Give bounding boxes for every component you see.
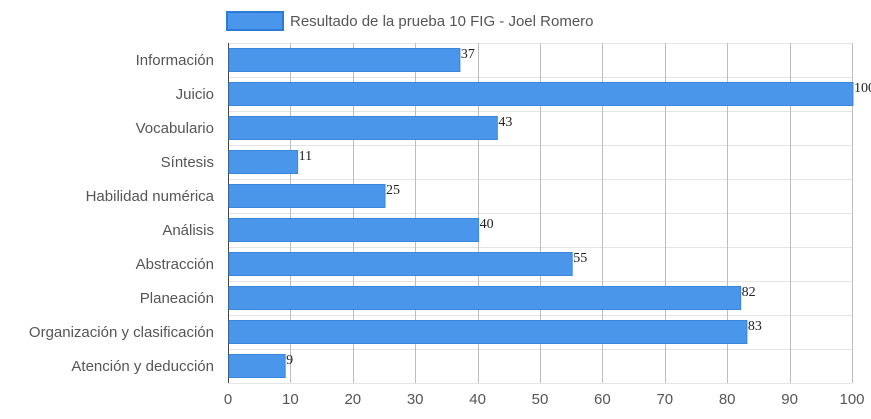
category-label: Atención y deducción [71, 358, 214, 375]
x-tick-label: 40 [469, 391, 486, 408]
category-label: Abstracción [136, 256, 214, 273]
x-tick-label: 30 [407, 391, 424, 408]
x-axis-tick-labels: 0 10 20 30 40 50 60 70 80 90 100 [224, 391, 865, 408]
category-label: Habilidad numérica [86, 188, 215, 205]
bar [228, 354, 286, 378]
data-label: 40 [480, 217, 494, 232]
legend-label: Resultado de la prueba 10 FIG - Joel Rom… [290, 13, 594, 30]
category-labels: Información Juicio Vocabulario Síntesis Habi… [29, 52, 215, 375]
category-label: Juicio [176, 86, 214, 103]
data-label: 25 [386, 183, 400, 198]
data-label: 43 [498, 115, 512, 130]
x-tick-label: 0 [224, 391, 232, 408]
x-tick-label: 80 [719, 391, 736, 408]
category-label: Análisis [162, 222, 214, 239]
legend: Resultado de la prueba 10 FIG - Joel Rom… [226, 11, 594, 31]
data-label: 100 [854, 81, 871, 96]
bar [228, 184, 386, 208]
bar [228, 116, 498, 140]
bars [228, 48, 854, 378]
category-label: Información [136, 52, 214, 69]
category-label: Planeación [140, 290, 214, 307]
x-tick-label: 60 [594, 391, 611, 408]
legend-swatch [226, 11, 284, 31]
x-tick-label: 70 [656, 391, 673, 408]
x-tick-label: 90 [781, 391, 798, 408]
bar [228, 252, 573, 276]
bar [228, 320, 748, 344]
data-label: 11 [299, 149, 312, 164]
data-labels: 37 100 43 11 25 40 55 82 83 9 [286, 47, 871, 368]
bar [228, 286, 742, 310]
x-tick-label: 10 [282, 391, 299, 408]
category-label: Organización y clasificación [29, 324, 214, 341]
data-label: 83 [748, 319, 762, 334]
x-tick-label: 20 [344, 391, 361, 408]
data-label: 82 [742, 285, 756, 300]
bar [228, 150, 299, 174]
category-label: Síntesis [161, 154, 214, 171]
category-label: Vocabulario [136, 120, 214, 137]
data-label: 37 [461, 47, 475, 62]
bar [228, 82, 854, 106]
bar [228, 48, 461, 72]
data-label: 55 [573, 251, 587, 266]
data-label: 9 [286, 353, 293, 368]
x-tick-label: 50 [532, 391, 549, 408]
bar [228, 218, 480, 242]
x-tick-label: 100 [839, 391, 864, 408]
